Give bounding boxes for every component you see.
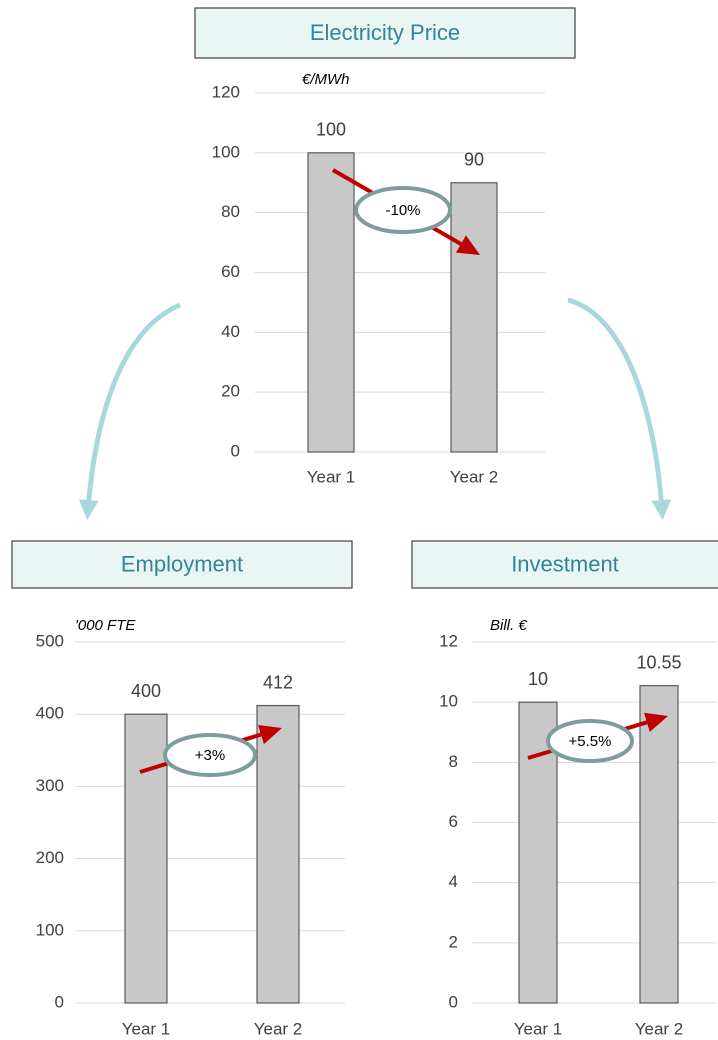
bar [307, 152, 355, 453]
value-label: 412 [263, 672, 293, 692]
y-tick-label: 400 [36, 704, 64, 723]
change-label: -10% [385, 202, 420, 219]
y-tick-label: 500 [36, 631, 64, 650]
bar [450, 182, 498, 453]
x-tick-label: Year 2 [450, 467, 499, 486]
value-label: 10.55 [636, 652, 681, 672]
y-tick-label: 60 [221, 262, 240, 281]
trend-arrow-head [455, 235, 480, 255]
value-label: 90 [464, 150, 484, 170]
x-tick-label: Year 1 [122, 1019, 171, 1038]
y-tick-label: 0 [449, 992, 458, 1011]
change-label: +5.5% [569, 733, 612, 750]
x-tick-label: Year 2 [254, 1019, 303, 1038]
value-label: 10 [528, 669, 548, 689]
change-ellipse [354, 186, 452, 234]
change-label: +3% [195, 747, 225, 764]
value-label: 100 [316, 120, 346, 140]
y-tick-label: 20 [221, 382, 240, 401]
y-tick-label: 4 [449, 872, 458, 891]
y-tick-label: 300 [36, 776, 64, 795]
title-box [11, 540, 353, 589]
value-label: 400 [131, 681, 161, 701]
y-tick-label: 0 [55, 992, 64, 1011]
unit-label: €/MWh [302, 71, 350, 88]
trend-arrow-head [258, 724, 282, 745]
title-box [194, 7, 576, 59]
x-tick-label: Year 1 [514, 1019, 563, 1038]
change-ellipse [546, 719, 634, 763]
y-tick-label: 10 [439, 692, 458, 711]
y-tick-label: 40 [221, 322, 240, 341]
y-tick-label: 80 [221, 202, 240, 221]
y-tick-label: 8 [449, 752, 458, 771]
unit-label: '000 FTE [75, 617, 136, 634]
unit-label: Bill. € [490, 617, 527, 634]
y-tick-label: 0 [231, 441, 240, 460]
x-tick-label: Year 2 [635, 1019, 684, 1038]
y-tick-label: 200 [36, 848, 64, 867]
chart-title: Employment [121, 551, 243, 576]
change-ellipse [163, 733, 257, 777]
y-tick-label: 6 [449, 812, 458, 831]
y-tick-label: 2 [449, 932, 458, 951]
y-tick-label: 100 [36, 920, 64, 939]
y-tick-label: 100 [212, 142, 240, 161]
bar [124, 713, 168, 1004]
y-tick-label: 120 [212, 82, 240, 101]
chart-title: Electricity Price [310, 20, 460, 45]
title-box [411, 540, 718, 589]
chart-title: Investment [511, 551, 619, 576]
bar [639, 685, 679, 1004]
x-tick-label: Year 1 [307, 467, 356, 486]
flow-arrow [567, 297, 672, 520]
flow-arrow [78, 302, 181, 520]
y-tick-label: 12 [439, 631, 458, 650]
trend-arrow-head [644, 712, 668, 732]
bar [256, 704, 300, 1004]
